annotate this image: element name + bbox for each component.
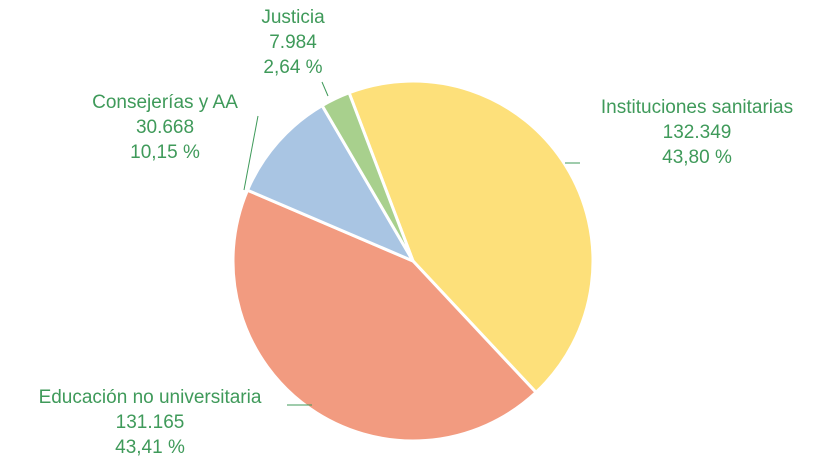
- data-label: 132.349: [663, 122, 732, 143]
- leader-line: [243, 115, 259, 191]
- pie-slice: [246, 104, 415, 263]
- data-label: 30.668: [136, 117, 194, 138]
- pie-slice: [231, 188, 538, 443]
- data-label: 43,80 %: [662, 147, 732, 168]
- data-label: 131.165: [116, 412, 185, 433]
- data-label: 43,41 %: [115, 437, 185, 458]
- pie-slice: [347, 79, 595, 394]
- data-label: 10,15 %: [130, 142, 200, 163]
- leader-line: [321, 81, 329, 97]
- data-label: 7.984: [269, 32, 317, 53]
- data-label: Consejerías y AA: [92, 92, 238, 113]
- pie-slice: [320, 91, 415, 263]
- data-label: Educación no universitaria: [39, 387, 262, 408]
- data-label: 2,64 %: [263, 57, 322, 78]
- data-label: Justicia: [261, 7, 325, 28]
- data-label: Instituciones sanitarias: [601, 97, 793, 118]
